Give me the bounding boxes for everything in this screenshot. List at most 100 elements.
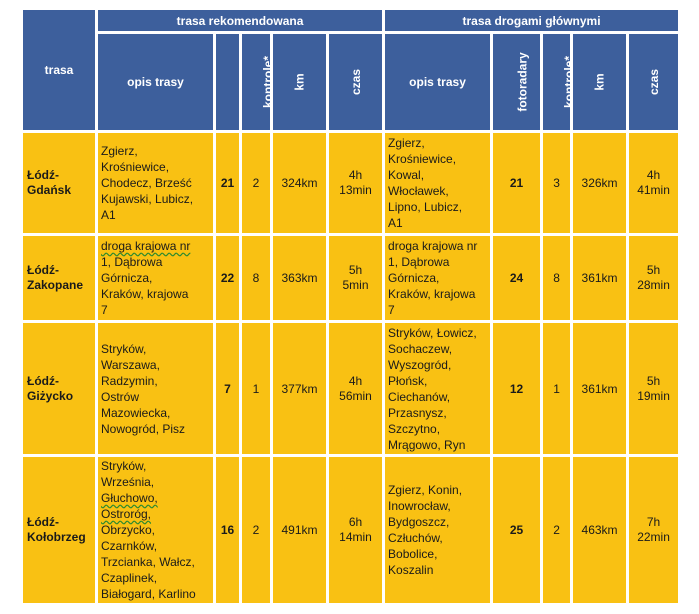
- rec-fotoradary-value: 16: [216, 457, 239, 603]
- rec-km-value: 377km: [273, 323, 326, 454]
- main-kontrole-value: 1: [543, 323, 571, 454]
- main-czas-value: 5h 28min: [629, 236, 679, 320]
- main-km-value: 463km: [573, 457, 627, 603]
- text-line: Mrągowo, Ryn: [388, 437, 466, 452]
- rec-czas-value: 6h 14min: [329, 457, 383, 603]
- text-line: 5min: [342, 278, 369, 292]
- table-row: Łódź- Kołobrzeg Stryków, Września, Głuchowo,…: [23, 457, 679, 603]
- text-line: Kujawski, Lubicz,: [101, 192, 194, 206]
- text-line: Kraków, krajowa: [101, 287, 189, 301]
- text-line: Przasnysz,: [388, 405, 447, 420]
- text-line: Bobolice,: [388, 547, 438, 561]
- route-name: Łódź- Giżycko: [23, 323, 95, 454]
- main-czas-value: 7h 22min: [629, 457, 679, 603]
- header-rec-kontrole: kontrole*: [242, 34, 275, 130]
- rec-fotoradary-value: 21: [216, 133, 239, 233]
- main-kontrole-value: 3: [543, 133, 571, 233]
- rec-fotoradary-value: 7: [216, 323, 239, 454]
- main-fotoradary-value: 24: [493, 236, 541, 320]
- header-recommended: trasa rekomendowana: [98, 10, 383, 31]
- text-line: Zgierz, Konin,: [388, 483, 463, 497]
- text-line: Kraków, krajowa: [388, 287, 476, 301]
- text-line: Zakopane: [27, 278, 84, 292]
- rec-czas-value: 4h 13min: [329, 133, 383, 233]
- text-line: A1: [101, 208, 116, 222]
- text-line: Inowrocław,: [388, 499, 451, 513]
- text-line: 4h: [646, 168, 661, 182]
- text-line: Obrzycko,: [101, 523, 156, 537]
- text-line: Ostrów: [101, 389, 140, 404]
- rec-czas-value: 5h 5min: [329, 236, 383, 320]
- header-trasa: trasa: [23, 10, 95, 130]
- text-line: 1, Dąbrowa: [101, 255, 163, 269]
- text-line: A1: [388, 216, 403, 230]
- text-line: Zgierz,: [101, 144, 138, 158]
- text-line: Górnicza,: [388, 271, 440, 285]
- main-kontrole-value: 8: [543, 236, 571, 320]
- rec-km-value: 324km: [273, 133, 326, 233]
- header-main-kontrole: kontrole*: [543, 34, 576, 130]
- text-line: 7: [388, 303, 395, 317]
- text-line: Mazowiecka,: [101, 405, 171, 420]
- text-line: Krośniewice,: [388, 152, 457, 166]
- main-fotoradary-value: 25: [493, 457, 541, 603]
- text-line: Gdańsk: [27, 183, 72, 197]
- text-line: Głuchowo,: [101, 491, 158, 505]
- text-line: Zgierz,: [388, 136, 425, 150]
- rec-kontrole-value: 1: [242, 323, 270, 454]
- text-line: droga krajowa nr: [101, 239, 191, 253]
- rec-km-value: 363km: [273, 236, 326, 320]
- rec-route-description: Zgierz, Krośniewice, Chodecz, Brześć Kujaws…: [98, 133, 213, 233]
- text-line: Wyszogród,: [388, 357, 452, 372]
- text-line: Września,: [101, 475, 155, 489]
- main-route-description: Stryków, Łowicz, Sochaczew, Wyszogród, Płoń…: [385, 323, 491, 454]
- text-line: Stryków,: [101, 459, 147, 473]
- text-line: Stryków,: [101, 341, 147, 356]
- text-line: 28min: [637, 278, 670, 292]
- text-line: Łódź-: [27, 263, 59, 277]
- text-line: Ciechanów,: [388, 389, 451, 404]
- header-rec-czas: czas: [329, 34, 383, 130]
- text-line: Krośniewice,: [101, 160, 170, 174]
- header-main-roads: trasa drogami głównymi: [385, 10, 679, 31]
- text-line: Płońsk,: [388, 373, 428, 388]
- header-rec-fotoradary: fotoradary: [216, 34, 253, 130]
- text-line: 56min: [339, 388, 372, 403]
- main-czas-value: 5h 19min: [629, 323, 679, 454]
- header-main-fotoradary: fotoradary: [493, 34, 541, 130]
- text-line: 4h: [348, 373, 363, 388]
- text-line: Kowal,: [388, 168, 425, 182]
- header-rec-km: km: [273, 34, 326, 130]
- header-main-czas: czas: [629, 34, 679, 130]
- main-km-value: 326km: [573, 133, 627, 233]
- text-line: 5h: [646, 373, 661, 388]
- text-line: 4h: [348, 168, 363, 182]
- text-line: Górnicza,: [101, 271, 153, 285]
- text-line: 7: [101, 303, 108, 317]
- text-line: 13min: [339, 183, 372, 197]
- header-main-km: km: [573, 34, 627, 130]
- text-line: Giżycko: [27, 388, 74, 403]
- header-rec-opis: opis trasy: [98, 34, 213, 130]
- main-czas-value: 4h 41min: [629, 133, 679, 233]
- text-line: Łódź-: [27, 515, 59, 529]
- route-name: Łódź- Gdańsk: [23, 133, 95, 233]
- text-line: Czarnków,: [101, 539, 158, 553]
- text-line: Łódź-: [27, 373, 59, 388]
- main-km-value: 361km: [573, 323, 627, 454]
- text-line: Czaplinek,: [101, 571, 158, 585]
- table-row: Łódź- Giżycko Stryków, Warszawa, Radzymin, Os…: [23, 323, 679, 454]
- main-route-description: Zgierz, Krośniewice, Kowal, Włocławek, Lipno…: [385, 133, 491, 233]
- text-line: Nowogród, Pisz: [101, 421, 186, 436]
- text-line: Ostroróg,: [101, 507, 152, 521]
- text-line: 5h: [348, 263, 363, 277]
- main-kontrole-value: 2: [543, 457, 571, 603]
- text-line: Radzymin,: [101, 373, 158, 388]
- header-main-opis: opis trasy: [385, 34, 491, 130]
- text-line: Człuchów,: [388, 531, 443, 545]
- text-line: Chodecz, Brześć: [101, 176, 192, 190]
- text-line: 19min: [637, 388, 670, 403]
- text-line: Warszawa,: [101, 357, 160, 372]
- text-line: Białogard, Karlino: [101, 587, 196, 601]
- text-line: Bydgoszcz,: [388, 515, 450, 529]
